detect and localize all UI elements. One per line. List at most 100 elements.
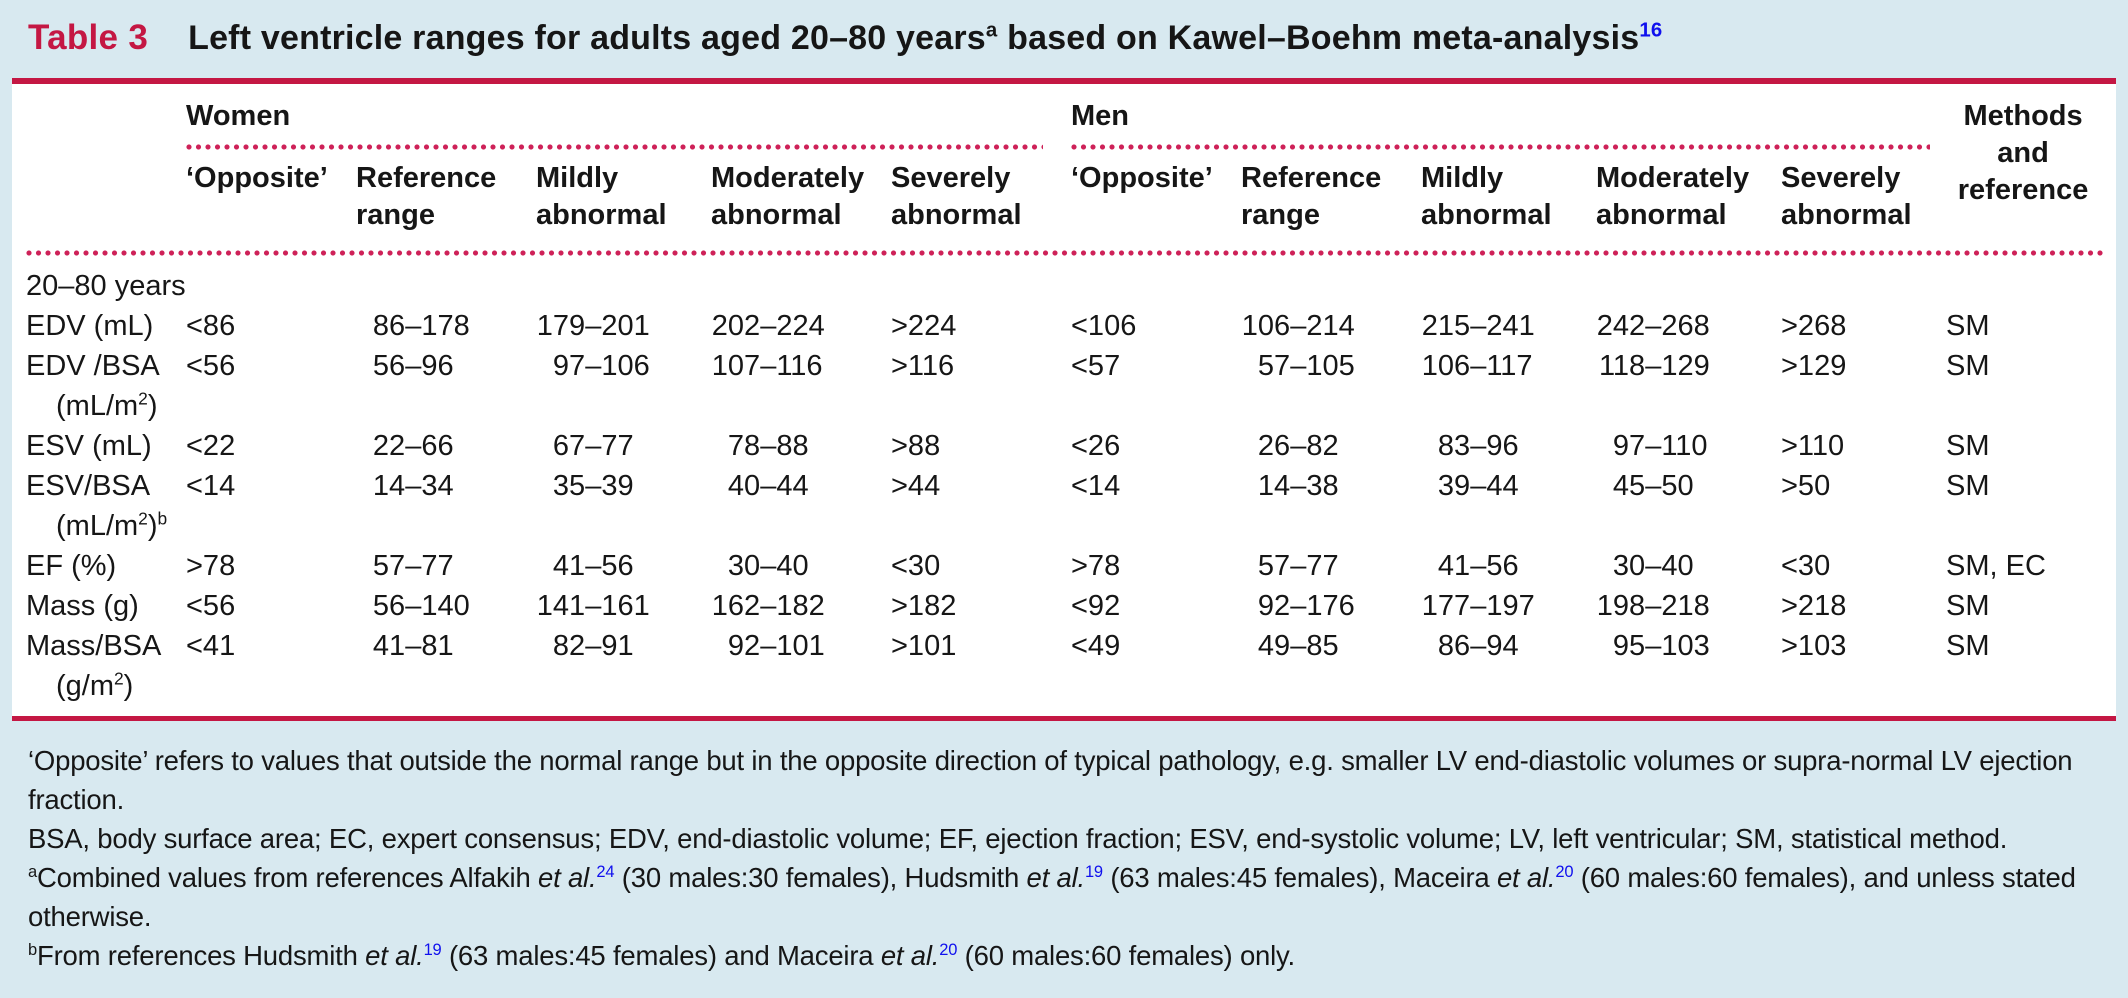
- data-row: EF (%) >78 57–77 41–56 30–40 <30 >78 57–77 41–56…: [26, 546, 2104, 586]
- value-cell: 106–214: [1241, 310, 1355, 342]
- row-label: EF (%): [26, 550, 117, 582]
- value-cell: 56–96: [372, 350, 454, 382]
- footnote-abbreviations: BSA, body surface area; EC, expert conse…: [28, 823, 2008, 854]
- value-cell: 35–39: [552, 470, 634, 502]
- citation-link[interactable]: 19: [423, 940, 442, 959]
- col-header-men-reference: Reference range: [1241, 162, 1382, 231]
- row-label: Mass/BSA (g/m2): [26, 630, 162, 702]
- value-cell: >268: [1781, 310, 1847, 342]
- value-cell: 179–201: [536, 310, 650, 342]
- value-cell: 57–77: [372, 550, 454, 582]
- value-cell: 215–241: [1421, 310, 1535, 342]
- table-caption: Table 3 Left ventricle ranges for adults…: [0, 0, 2128, 78]
- methods-cell: SM: [1946, 470, 1990, 502]
- value-cell: 26–82: [1257, 430, 1339, 462]
- value-cell: >116: [891, 350, 955, 382]
- value-cell: 57–77: [1257, 550, 1339, 582]
- superscript-marker: b: [157, 508, 168, 529]
- methods-cell: SM: [1946, 430, 1990, 462]
- col-header-women-moderate: Moderately abnormal: [711, 162, 865, 231]
- value-cell: 57–105: [1257, 350, 1355, 382]
- value-cell: 106–117: [1421, 350, 1533, 382]
- value-cell: 41–56: [552, 550, 634, 582]
- value-cell: 198–218: [1596, 590, 1710, 622]
- value-cell: <22: [186, 430, 236, 462]
- value-cell: >110: [1781, 430, 1845, 462]
- corner-cell: [26, 88, 186, 150]
- group-label-men: Men: [1071, 100, 1129, 132]
- row-label: Mass (g): [26, 590, 139, 622]
- superscript-marker: b: [28, 940, 37, 959]
- col-header-men-mild: Mildly abnormal: [1421, 162, 1552, 231]
- value-cell: >88: [891, 430, 941, 462]
- value-cell: 41–81: [372, 630, 454, 662]
- value-cell: <57: [1071, 350, 1121, 382]
- value-cell: <106: [1071, 310, 1137, 342]
- value-cell: 39–44: [1437, 470, 1519, 502]
- value-cell: 92–101: [727, 630, 825, 662]
- footnote-a: aCombined values from references Alfakih…: [28, 862, 2076, 932]
- table-number: Table 3: [28, 18, 149, 57]
- citation-link[interactable]: 20: [939, 940, 958, 959]
- value-cell: 56–140: [372, 590, 470, 622]
- value-cell: <26: [1071, 430, 1121, 462]
- value-cell: <86: [186, 310, 236, 342]
- value-cell: 78–88: [727, 430, 809, 462]
- value-cell: >50: [1781, 470, 1831, 502]
- value-cell: 202–224: [711, 310, 825, 342]
- superscript-marker: 2: [138, 388, 148, 409]
- citation-link[interactable]: 19: [1084, 862, 1103, 881]
- row-label: EDV (mL): [26, 310, 154, 342]
- value-cell: <56: [186, 350, 236, 382]
- value-cell: 82–91: [552, 630, 634, 662]
- value-cell: <14: [1071, 470, 1121, 502]
- dotted-divider: [186, 144, 1043, 150]
- row-label: EDV /BSA (mL/m2): [26, 350, 160, 422]
- data-row: EDV (mL) <86 86–178 179–201 202–224 >224 <106 1…: [26, 306, 2104, 346]
- col-header-men-severe: Severely abnormal: [1781, 162, 1912, 231]
- superscript-marker: a: [28, 862, 37, 881]
- methods-cell: SM: [1946, 310, 1990, 342]
- table-container: Women Men Methods and reference ‘Opposit…: [12, 84, 2116, 716]
- methods-cell: SM: [1946, 350, 1990, 382]
- methods-header: Methods and reference: [1957, 100, 2089, 206]
- men-group-header: Men: [1071, 88, 1946, 150]
- value-cell: >218: [1781, 590, 1847, 622]
- citation-link[interactable]: 24: [596, 862, 615, 881]
- row-label-header: [26, 150, 186, 246]
- value-cell: 177–197: [1421, 590, 1535, 622]
- value-cell: >103: [1781, 630, 1847, 662]
- row-label: ESV/BSA (mL/m2)b: [26, 470, 168, 542]
- value-cell: >78: [1071, 550, 1121, 582]
- group-header-row: Women Men Methods and reference: [26, 88, 2104, 206]
- superscript-marker: 2: [138, 508, 148, 529]
- citation-link[interactable]: 20: [1555, 862, 1574, 881]
- dotted-divider: [1071, 144, 1931, 150]
- col-header-women-opposite: ‘Opposite’: [186, 162, 328, 194]
- value-cell: 22–66: [372, 430, 454, 462]
- value-cell: 49–85: [1257, 630, 1339, 662]
- value-cell: 97–110: [1612, 430, 1708, 462]
- value-cell: 86–94: [1437, 630, 1519, 662]
- dotted-divider: [26, 250, 2105, 256]
- value-cell: 83–96: [1437, 430, 1519, 462]
- group-label-women: Women: [186, 100, 291, 132]
- section-label: 20–80 years: [26, 270, 186, 302]
- value-cell: <14: [186, 470, 236, 502]
- col-header-women-severe: Severely abnormal: [891, 162, 1022, 231]
- citation-link[interactable]: 16: [1639, 19, 1663, 42]
- value-cell: 14–34: [372, 470, 454, 502]
- methods-cell: SM: [1946, 630, 1990, 662]
- section-row: 20–80 years: [26, 256, 2104, 306]
- value-cell: >224: [891, 310, 957, 342]
- value-cell: 40–44: [727, 470, 809, 502]
- value-cell: >182: [891, 590, 957, 622]
- col-header-men-opposite: ‘Opposite’: [1071, 162, 1213, 194]
- value-cell: <30: [1781, 550, 1831, 582]
- row-label: ESV (mL): [26, 430, 152, 462]
- value-cell: <56: [186, 590, 236, 622]
- italic-text: et al.: [537, 862, 597, 893]
- value-cell: 162–182: [711, 590, 825, 622]
- value-cell: 67–77: [552, 430, 634, 462]
- value-cell: 41–56: [1437, 550, 1519, 582]
